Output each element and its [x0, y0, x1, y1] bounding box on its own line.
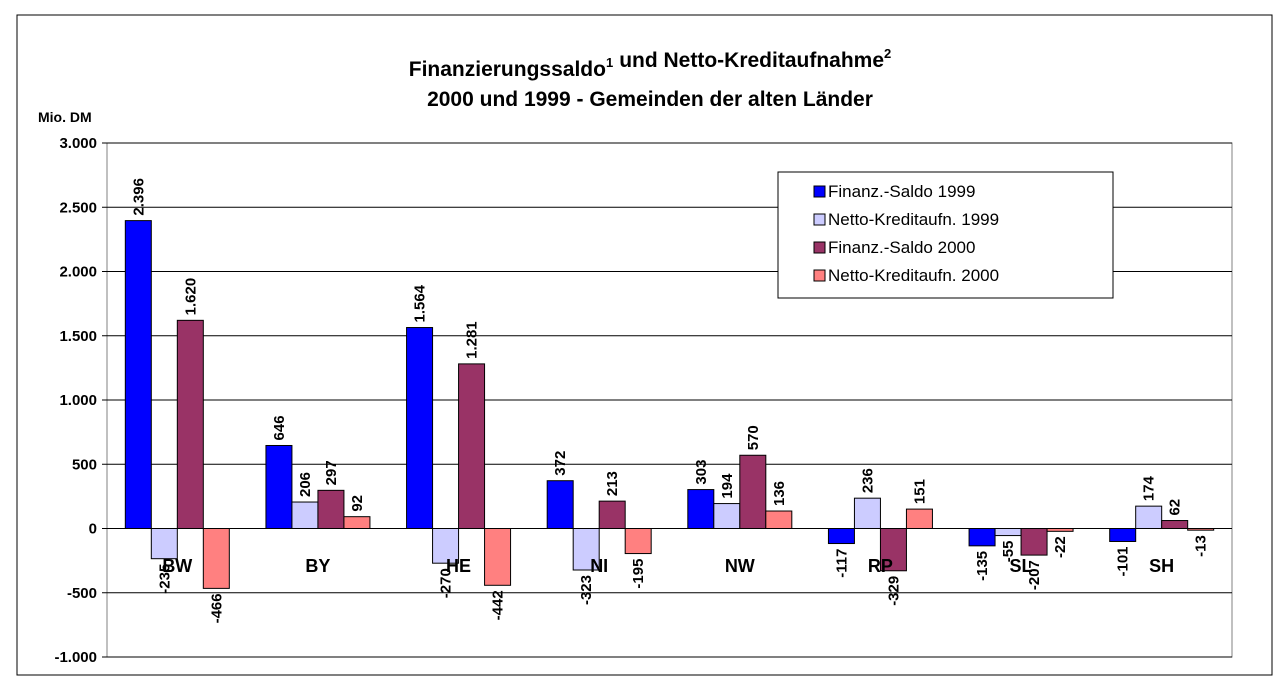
y-tick-label: 1.500: [59, 328, 97, 345]
data-label: 92: [349, 495, 366, 512]
data-label: 1.564: [412, 284, 429, 322]
data-label: 194: [719, 473, 736, 499]
bar: [853, 497, 881, 530]
data-label: -13: [1193, 535, 1210, 557]
legend-label: Finanz.-Saldo 1999: [828, 182, 975, 201]
legend-swatch: [813, 269, 826, 282]
y-tick-label: -1.000: [54, 649, 97, 666]
data-label: 206: [297, 472, 314, 497]
data-label: 62: [1167, 499, 1184, 516]
bar: [713, 503, 741, 530]
y-tick-label: 0: [89, 521, 97, 538]
data-label: 297: [323, 460, 340, 485]
y-tick-label: 2.500: [59, 199, 97, 216]
x-tick-label: SL: [1010, 556, 1033, 576]
y-tick-label: 2.000: [59, 264, 97, 281]
data-label: 213: [604, 471, 621, 496]
y-tick-label: 3.000: [59, 135, 97, 152]
data-label: 1.281: [464, 321, 481, 359]
bar: [546, 480, 574, 529]
y-axis-label: Mio. DM: [38, 109, 92, 125]
bar: [624, 528, 652, 555]
bar: [994, 528, 1022, 537]
bar: [1109, 528, 1137, 542]
data-label: 2.396: [130, 178, 147, 216]
data-label: 646: [271, 415, 288, 440]
bar: [1161, 520, 1189, 530]
bar: [458, 363, 486, 530]
bar: [1135, 505, 1163, 529]
data-label: -195: [630, 559, 647, 589]
bar: [765, 510, 793, 529]
legend-label: Finanz.-Saldo 2000: [828, 238, 975, 257]
title-part: Finanzierungssaldo: [409, 58, 606, 81]
y-tick-label: 1.000: [59, 392, 97, 409]
legend-label: Netto-Kreditaufn. 1999: [828, 210, 999, 229]
data-label: 151: [911, 479, 928, 504]
data-label: -22: [1052, 536, 1069, 558]
data-label: -207: [1026, 560, 1043, 590]
x-tick-label: NI: [590, 556, 608, 576]
data-label: -466: [208, 593, 225, 623]
bar: [343, 516, 371, 529]
bar: [1020, 528, 1048, 556]
bar: [265, 444, 293, 530]
y-tick-label: 500: [72, 456, 97, 473]
bar: [432, 528, 460, 564]
data-label: -55: [1000, 541, 1017, 563]
data-label: -235: [156, 564, 173, 594]
bar: [905, 508, 933, 529]
data-label: -135: [974, 551, 991, 581]
data-label: 174: [1141, 475, 1158, 501]
bar: [827, 528, 855, 545]
legend-swatch: [813, 213, 826, 226]
data-label: 236: [859, 468, 876, 493]
x-tick-label: RP: [868, 556, 893, 576]
bar: [202, 528, 230, 589]
bar: [176, 319, 204, 529]
bar: [484, 528, 512, 586]
x-tick-label: SH: [1149, 556, 1174, 576]
bar: [406, 327, 434, 529]
legend-swatch: [813, 185, 826, 198]
data-label: 372: [552, 451, 569, 476]
data-label: 303: [693, 460, 710, 485]
x-tick-label: BY: [305, 556, 330, 576]
legend-box: [777, 171, 1114, 299]
bar: [879, 528, 907, 572]
title-sup: 1: [606, 55, 613, 70]
y-tick-label: -500: [67, 585, 97, 602]
data-label: 570: [745, 425, 762, 450]
data-label: -329: [885, 576, 902, 606]
bar: [317, 489, 345, 530]
chart-title: Finanzierungssaldo1 und Netto-Kreditaufna…: [409, 46, 892, 81]
chart-title: 2000 und 1999 - Gemeinden der alten Länd…: [427, 88, 873, 111]
data-label: 136: [771, 481, 788, 506]
data-label: -323: [578, 575, 595, 605]
bar: [598, 500, 626, 529]
bar: [150, 528, 178, 560]
x-tick-label: BW: [162, 556, 192, 576]
data-label: 1.620: [182, 278, 199, 316]
bar: [572, 528, 600, 571]
data-label: -101: [1115, 546, 1132, 576]
data-label: -442: [490, 590, 507, 620]
x-tick-label: NW: [725, 556, 755, 576]
legend-label: Netto-Kreditaufn. 2000: [828, 266, 999, 285]
data-label: -270: [438, 568, 455, 598]
title-sup: 2: [884, 46, 891, 61]
bar: [968, 528, 996, 547]
bar: [687, 489, 715, 530]
title-part: und Netto-Kreditaufnahme: [619, 49, 884, 72]
bar: [124, 220, 152, 529]
legend-swatch: [813, 241, 826, 254]
bar: [291, 501, 319, 529]
data-label: -117: [833, 549, 850, 578]
bar: [739, 454, 767, 530]
x-tick-label: HE: [446, 556, 471, 576]
